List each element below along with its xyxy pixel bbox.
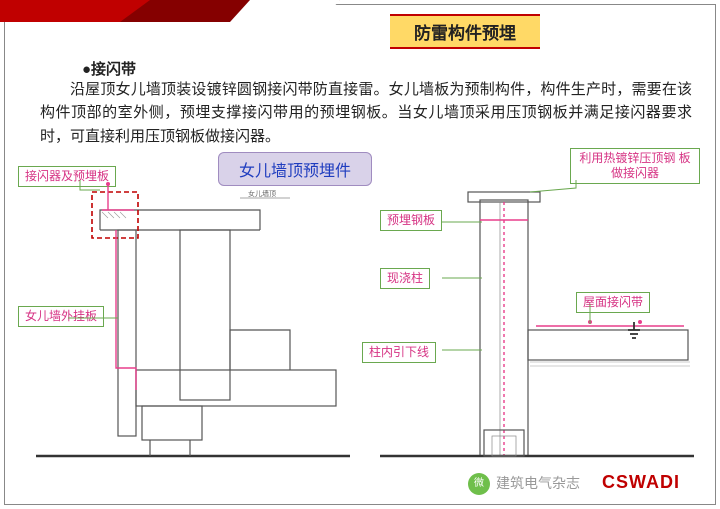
watermark-cn: 建筑电气杂志 — [496, 473, 580, 493]
watermark-en: CSWADI — [602, 472, 680, 493]
svg-text:女儿墙顶: 女儿墙顶 — [248, 189, 276, 198]
bullet-heading: ●接闪带 — [82, 58, 136, 79]
top-banner — [0, 0, 340, 22]
body-paragraph: 沿屋顶女儿墙顶装设镀锌圆钢接闪带防直接雷。女儿墙板为预制构件，构件生产时，需要在… — [40, 78, 692, 148]
diagram: 女儿墙顶 — [30, 180, 700, 480]
label-galv-cap: 利用热镀锌压顶钢 板做接闪器 — [570, 148, 700, 184]
section-title: 防雷构件预埋 — [390, 14, 540, 49]
watermark-icon: 微 — [468, 473, 490, 495]
